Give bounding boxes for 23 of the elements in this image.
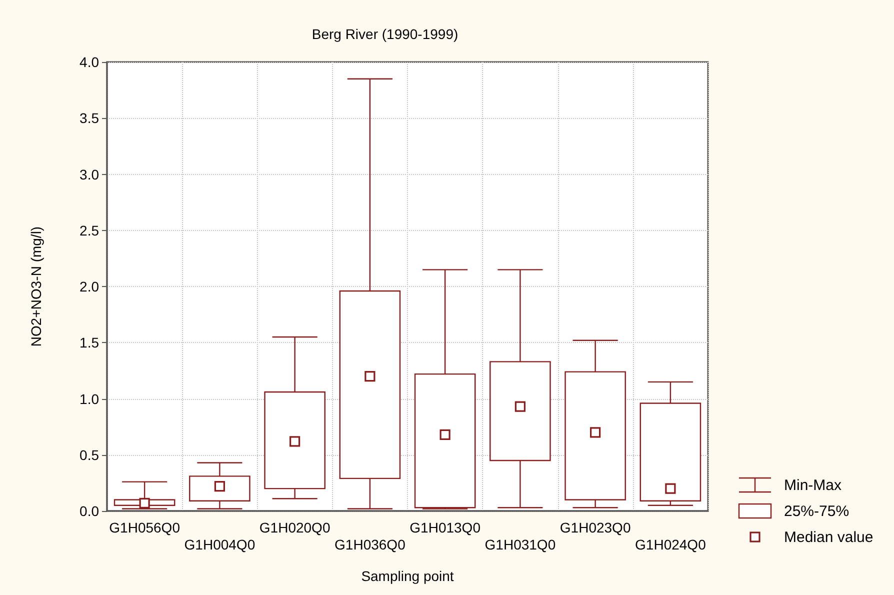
y-tick-label: 3.0 [80, 166, 100, 182]
x-tick-label: G1H013Q0 [410, 520, 481, 536]
x-tick-label: G1H036Q0 [334, 536, 406, 552]
x-tick-label: G1H004Q0 [184, 536, 256, 552]
y-tick-label: 0.0 [80, 503, 100, 519]
y-tick-label: 4.0 [80, 54, 100, 70]
x-tick-label: G1H031Q0 [484, 536, 556, 552]
y-tick-label: 2.5 [80, 222, 100, 238]
chart-title: Berg River (1990-1999) [312, 26, 458, 42]
y-tick-label: 1.5 [80, 334, 100, 351]
text: Median value [784, 528, 874, 546]
y-tick-label: 3.5 [80, 110, 100, 126]
x-tick-label: G1H024Q0 [635, 536, 706, 552]
y-tick-label: 1.0 [80, 390, 100, 407]
text: 25%-75% [784, 502, 850, 520]
text: Min-Max [784, 476, 842, 494]
y-axis-title: NO2+NO3-N (mg/l) [28, 226, 44, 347]
x-tick-label: G1H056Q0 [109, 520, 180, 536]
x-axis-title: Sampling point [361, 568, 454, 584]
x-tick-label: G1H020Q0 [259, 520, 330, 536]
x-tick-label: G1H023Q0 [560, 520, 631, 536]
y-tick-label: 2.0 [80, 278, 100, 294]
y-tick-label: 0.5 [80, 446, 100, 463]
